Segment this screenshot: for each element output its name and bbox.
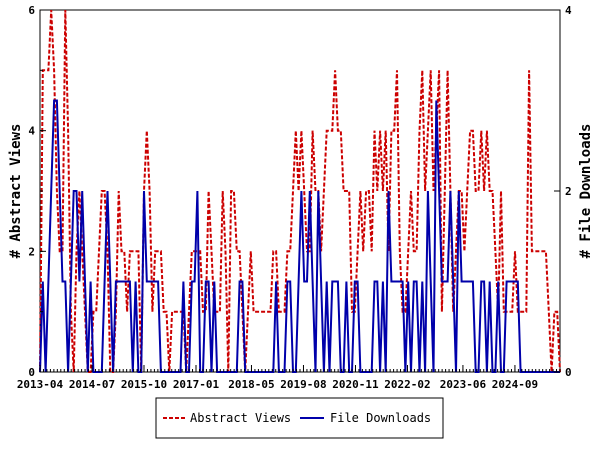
x-tick-label: 2018-05 bbox=[228, 378, 274, 391]
x-tick-label: 2024-09 bbox=[492, 378, 538, 391]
y-left-tick-label: 0 bbox=[28, 366, 35, 379]
y-right-tick-label: 4 bbox=[565, 4, 572, 17]
y-axis-right-title: # File Downloads bbox=[578, 124, 594, 259]
x-tick-label: 2023-06 bbox=[440, 378, 487, 391]
y-right-tick-label: 0 bbox=[565, 366, 572, 379]
x-tick-label: 2020-11 bbox=[332, 378, 379, 391]
x-tick-label: 2022-02 bbox=[384, 378, 430, 391]
legend: Abstract Views File Downloads bbox=[155, 397, 444, 439]
y-left-tick-label: 6 bbox=[28, 4, 35, 17]
legend-label-file-downloads: File Downloads bbox=[330, 411, 431, 425]
series-line-abstract-views bbox=[39, 9, 561, 373]
y-axis-left-title: # Abstract Views bbox=[8, 124, 24, 259]
y-right-tick-label: 2 bbox=[565, 185, 572, 198]
x-tick-label: 2017-01 bbox=[173, 378, 220, 391]
legend-label-abstract-views: Abstract Views bbox=[190, 411, 291, 425]
y-left-tick-label: 2 bbox=[28, 245, 35, 258]
x-tick-label: 2013-04 bbox=[17, 378, 64, 391]
x-tick-label: 2014-07 bbox=[69, 378, 115, 391]
x-tick-label: 2015-10 bbox=[121, 378, 167, 391]
y-left-tick-label: 4 bbox=[28, 125, 35, 138]
x-tick-label: 2019-08 bbox=[280, 378, 326, 391]
series-line-file-downloads bbox=[39, 99, 560, 373]
legend-box bbox=[155, 397, 444, 439]
